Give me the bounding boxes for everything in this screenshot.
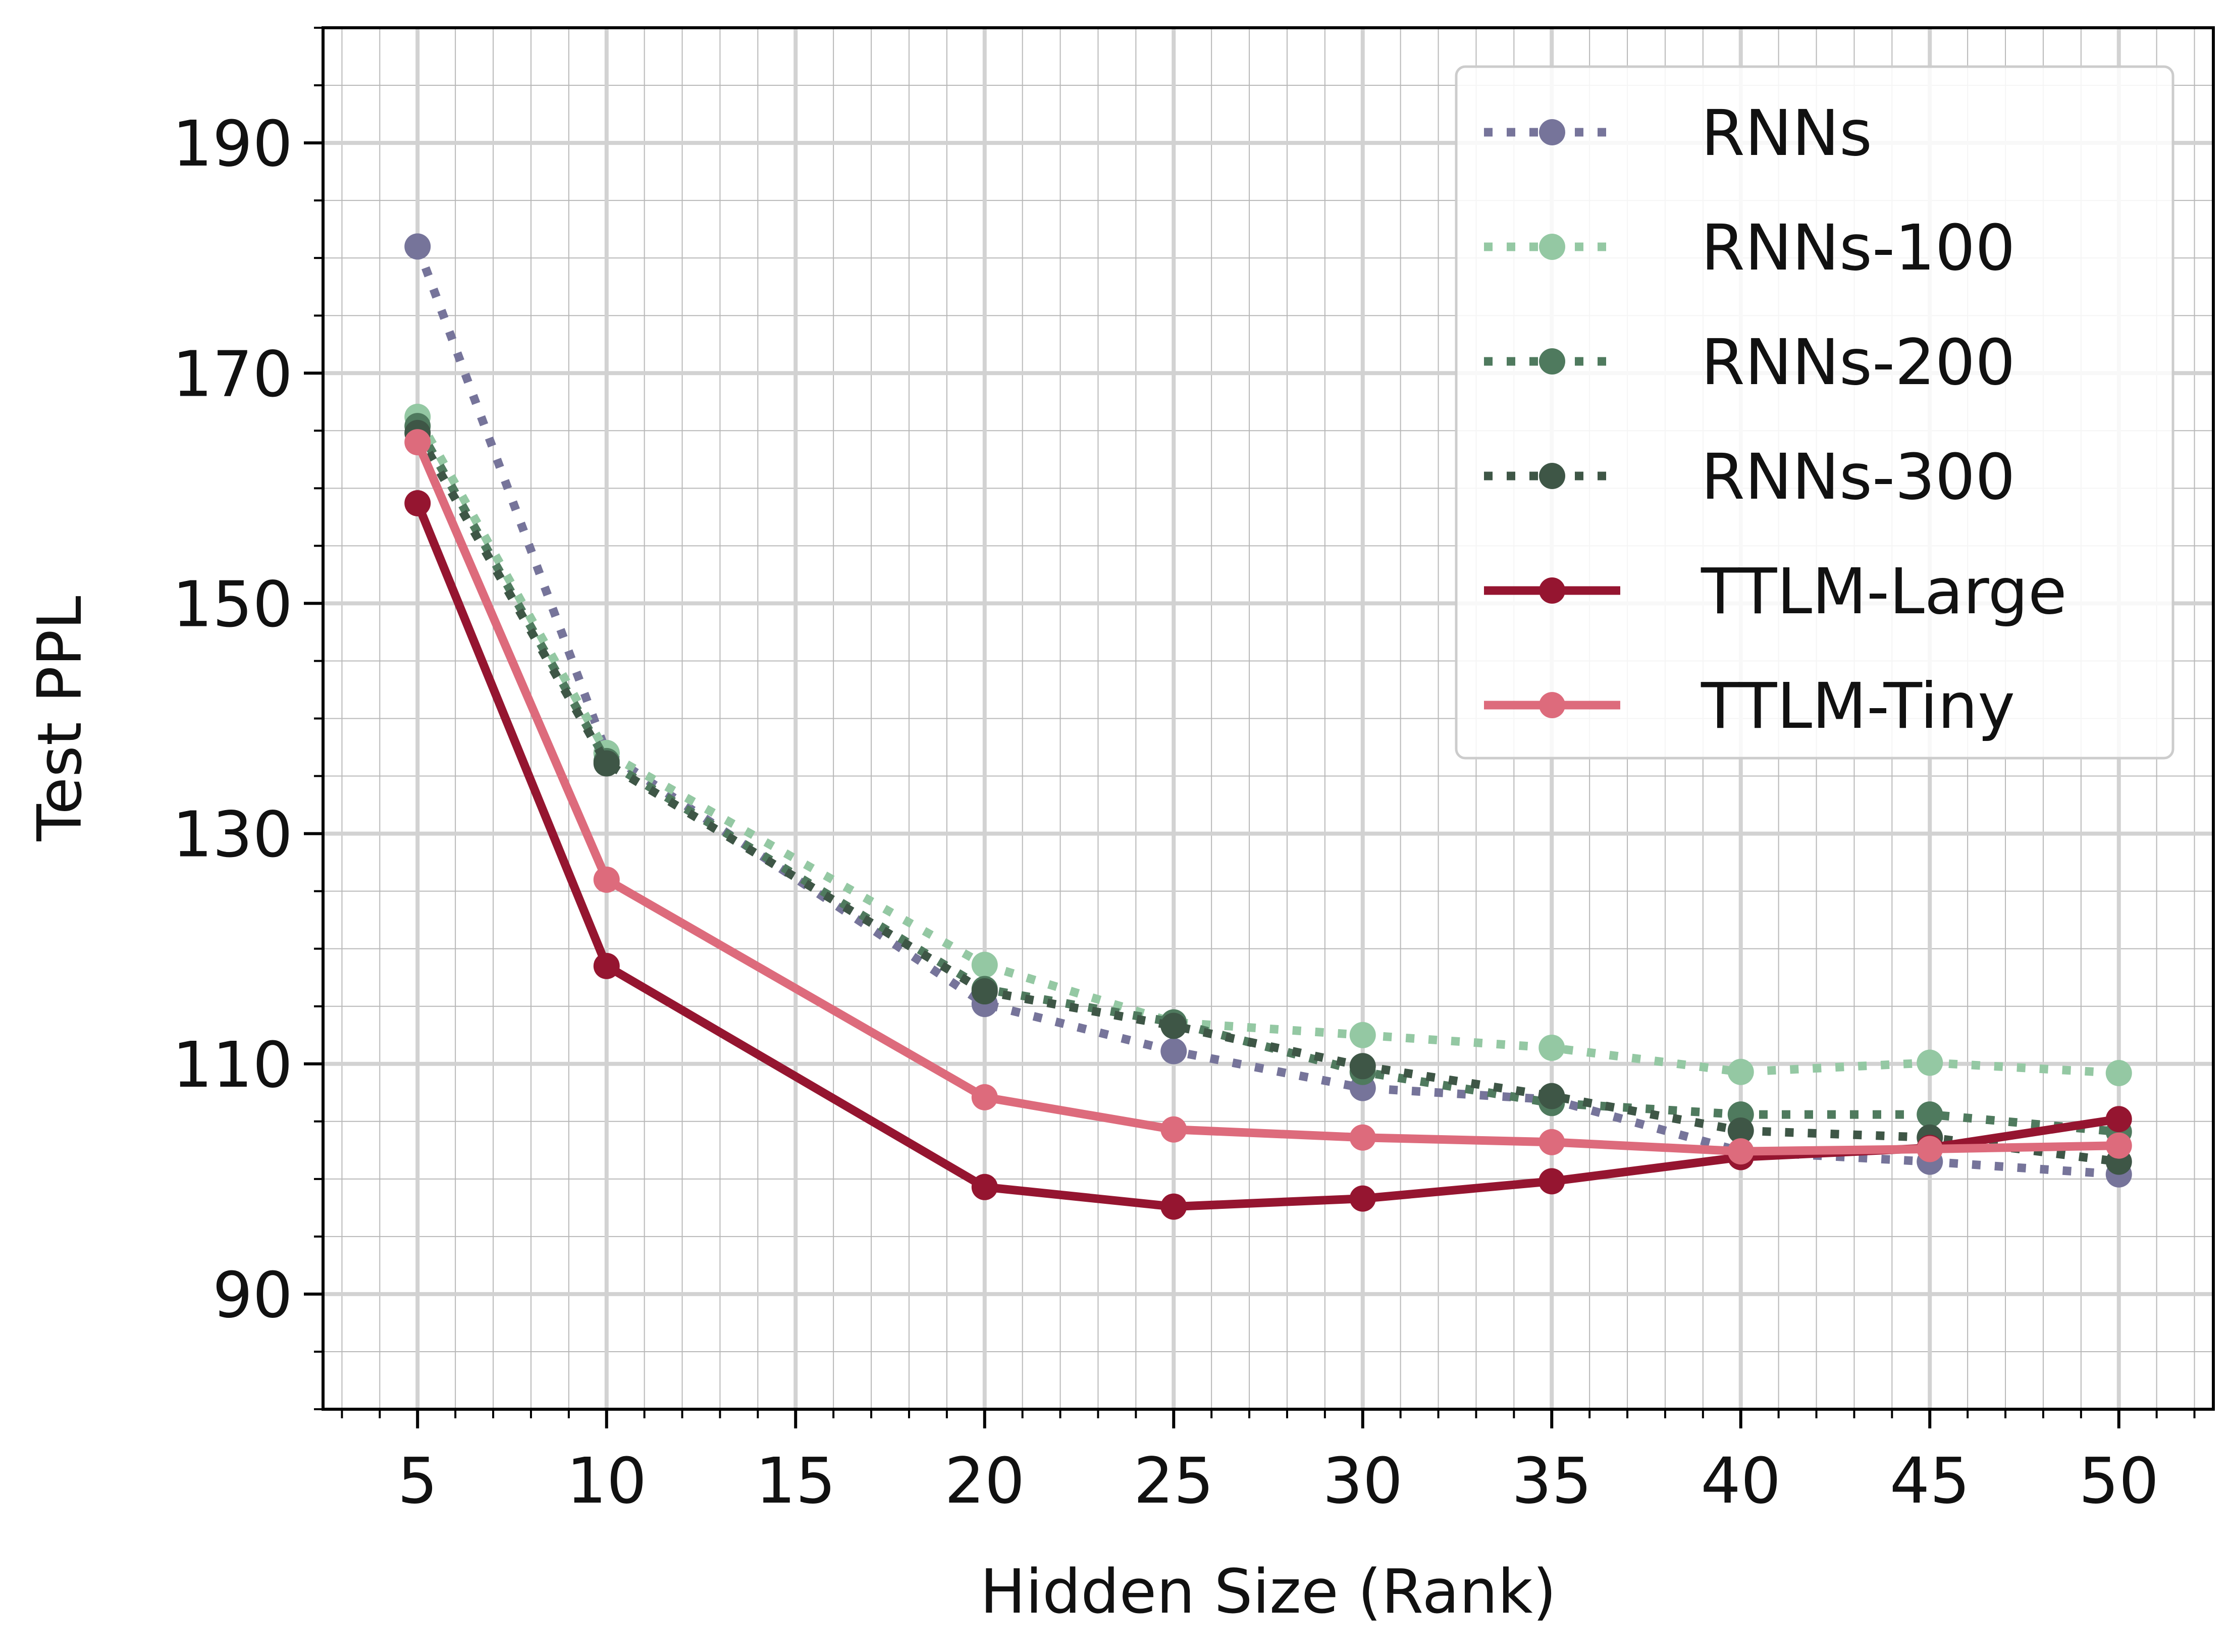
data-point bbox=[1917, 1049, 1943, 1076]
series-ttlm-tiny bbox=[404, 429, 2132, 1165]
data-point bbox=[404, 429, 431, 456]
data-point bbox=[1727, 1138, 1754, 1165]
x-tick-label: 15 bbox=[756, 1445, 836, 1518]
data-point bbox=[971, 978, 998, 1005]
legend-item: TTLM-Large bbox=[1484, 555, 2067, 628]
data-point bbox=[404, 233, 431, 260]
data-point bbox=[2105, 1106, 2132, 1133]
x-tick-label: 30 bbox=[1322, 1445, 1403, 1518]
x-tick-label: 25 bbox=[1134, 1445, 1214, 1518]
x-tick-label: 10 bbox=[566, 1445, 647, 1518]
data-point bbox=[1349, 1124, 1376, 1151]
legend-label: RNNs-100 bbox=[1701, 211, 2015, 285]
x-tick-label: 40 bbox=[1701, 1445, 1781, 1518]
data-point bbox=[1349, 1022, 1376, 1048]
legend-marker bbox=[1539, 348, 1565, 375]
legend-item: RNNs-100 bbox=[1484, 211, 2015, 285]
x-axis-label: Hidden Size (Rank) bbox=[980, 1557, 1557, 1627]
series-layer bbox=[404, 233, 2132, 1220]
data-point bbox=[1349, 1185, 1376, 1212]
y-tick-label: 150 bbox=[172, 568, 293, 641]
legend-marker bbox=[1539, 577, 1565, 604]
series-line bbox=[413, 245, 2119, 1179]
x-tick-label: 35 bbox=[1512, 1445, 1592, 1518]
data-point bbox=[593, 952, 620, 979]
data-point bbox=[971, 1084, 998, 1110]
data-point bbox=[1917, 1136, 1943, 1162]
y-tick-label: 130 bbox=[172, 798, 293, 872]
data-point bbox=[971, 951, 998, 978]
data-point bbox=[1160, 1193, 1187, 1220]
legend: RNNs RNNs-100 RNNs-200 RNNs-300 TTLM-Large TT… bbox=[1455, 65, 2174, 760]
legend-item: RNNs-200 bbox=[1484, 326, 2015, 399]
legend-label: RNNs-200 bbox=[1701, 326, 2015, 399]
legend-marker bbox=[1539, 119, 1565, 145]
legend-label: TTLM-Tiny bbox=[1701, 670, 2015, 743]
data-point bbox=[1727, 1058, 1754, 1085]
data-point bbox=[1538, 1083, 1565, 1109]
data-point bbox=[1160, 1038, 1187, 1064]
y-axis-label: Test PPL bbox=[25, 596, 95, 841]
data-point bbox=[593, 866, 620, 893]
y-tick-label: 170 bbox=[172, 338, 293, 411]
data-point bbox=[404, 490, 431, 516]
data-point bbox=[1917, 1101, 1943, 1128]
x-tick-label: 5 bbox=[397, 1445, 438, 1518]
data-point bbox=[1727, 1117, 1754, 1144]
legend-label: TTLM-Large bbox=[1701, 555, 2067, 628]
legend-label: RNNs-300 bbox=[1701, 441, 2015, 514]
data-point bbox=[2105, 1059, 2132, 1086]
data-point bbox=[1538, 1129, 1565, 1155]
legend-item: RNNs-300 bbox=[1484, 441, 2015, 514]
data-point bbox=[1160, 1116, 1187, 1143]
legend-item: TTLM-Tiny bbox=[1484, 670, 2015, 743]
data-point bbox=[1538, 1034, 1565, 1061]
legend-item: RNNs bbox=[1484, 97, 1872, 170]
legend-marker bbox=[1539, 692, 1565, 718]
x-tick-label: 45 bbox=[1890, 1445, 1970, 1518]
data-point bbox=[593, 750, 620, 777]
legend-box bbox=[1455, 65, 2174, 760]
y-tick-label: 110 bbox=[172, 1029, 293, 1102]
axis-ticks: 5 10 15 20 25 30 35 40 45 50 90 110 130 150 170 190 bbox=[172, 27, 2196, 1518]
legend-marker bbox=[1539, 234, 1565, 260]
x-tick-label: 20 bbox=[944, 1445, 1025, 1518]
data-point bbox=[971, 1174, 998, 1200]
y-tick-label: 190 bbox=[172, 108, 293, 181]
y-tick-label: 90 bbox=[213, 1259, 293, 1332]
x-tick-label: 50 bbox=[2079, 1445, 2159, 1518]
data-point bbox=[2105, 1132, 2132, 1159]
data-point bbox=[1538, 1168, 1565, 1195]
data-point bbox=[1160, 1012, 1187, 1039]
legend-label: RNNs bbox=[1701, 97, 1872, 170]
data-point bbox=[1349, 1053, 1376, 1080]
legend-marker bbox=[1539, 463, 1565, 489]
